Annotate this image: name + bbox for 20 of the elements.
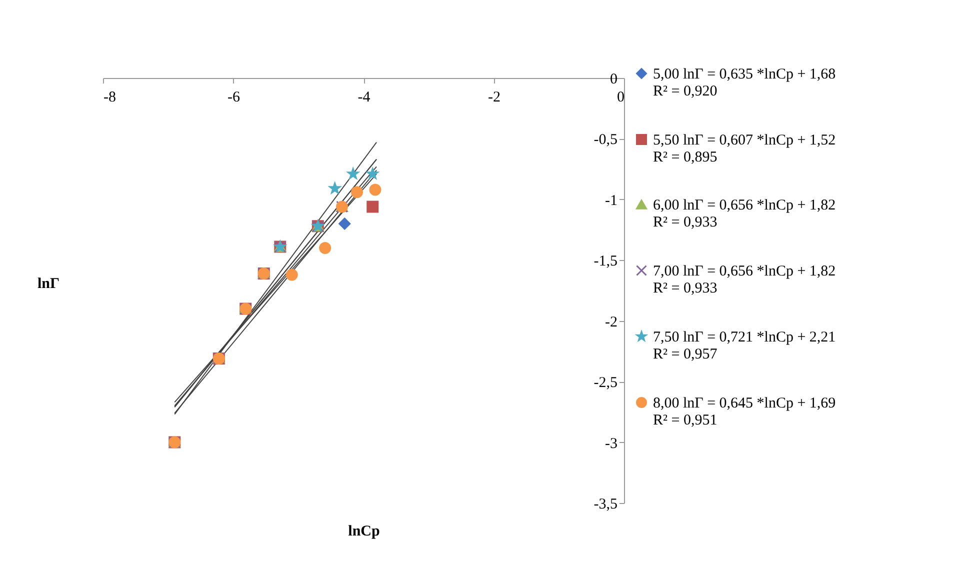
- legend-label: 8,00 lnΓ = 0,645 *lnCp + 1,69 R² = 0,951: [653, 396, 836, 428]
- legend-label: 5,00 lnΓ = 0,635 *lnCp + 1,68 R² = 0,920: [653, 66, 836, 100]
- legend-label: 5,50 lnΓ = 0,607 *lnCp + 1,52 R² = 0,895: [653, 132, 836, 166]
- x-tick-label: -2: [488, 90, 500, 106]
- legend-label: 7,00 lnΓ = 0,656 *lnCp + 1,82 R² = 0,933: [653, 264, 836, 296]
- y-tick-label: -3: [605, 436, 618, 452]
- y-tick-label: -2,5: [594, 375, 618, 392]
- y-tick-label: -2: [605, 314, 618, 330]
- y-tick-label: 0: [610, 72, 618, 88]
- legend-label: 6,00 lnΓ = 0,656 *lnCp + 1,82 R² = 0,933: [653, 198, 836, 230]
- x-tick-label: -6: [228, 90, 240, 106]
- x-tick-label: -4: [358, 90, 371, 106]
- y-tick-label: -3,5: [594, 496, 618, 512]
- y-tick-label: -1: [605, 192, 618, 209]
- x-axis-title: lnCp: [348, 524, 380, 540]
- y-tick-label: -0,5: [594, 132, 618, 148]
- x-tick-label: -8: [104, 90, 116, 106]
- legend-label: 7,50 lnΓ = 0,721 *lnCp + 2,21 R² = 0,957: [653, 330, 836, 362]
- y-tick-label: -1,5: [594, 254, 618, 270]
- y-axis-title: lnΓ: [37, 276, 60, 292]
